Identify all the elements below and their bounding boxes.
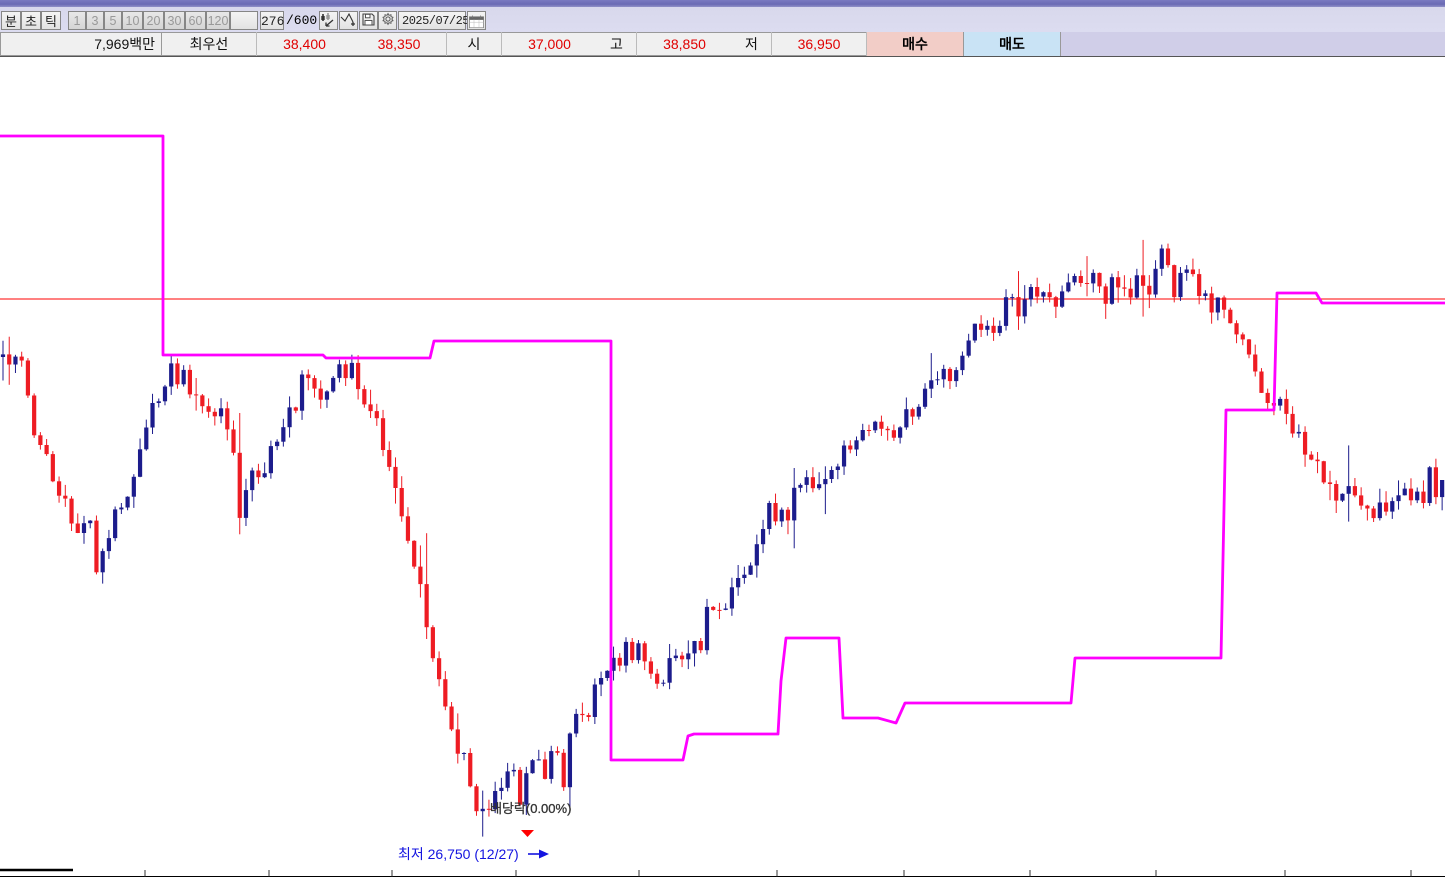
svg-text:배당락(0.00%): 배당락(0.00%) bbox=[490, 801, 571, 816]
svg-text:최저 26,750 (12/27): 최저 26,750 (12/27) bbox=[398, 846, 519, 862]
